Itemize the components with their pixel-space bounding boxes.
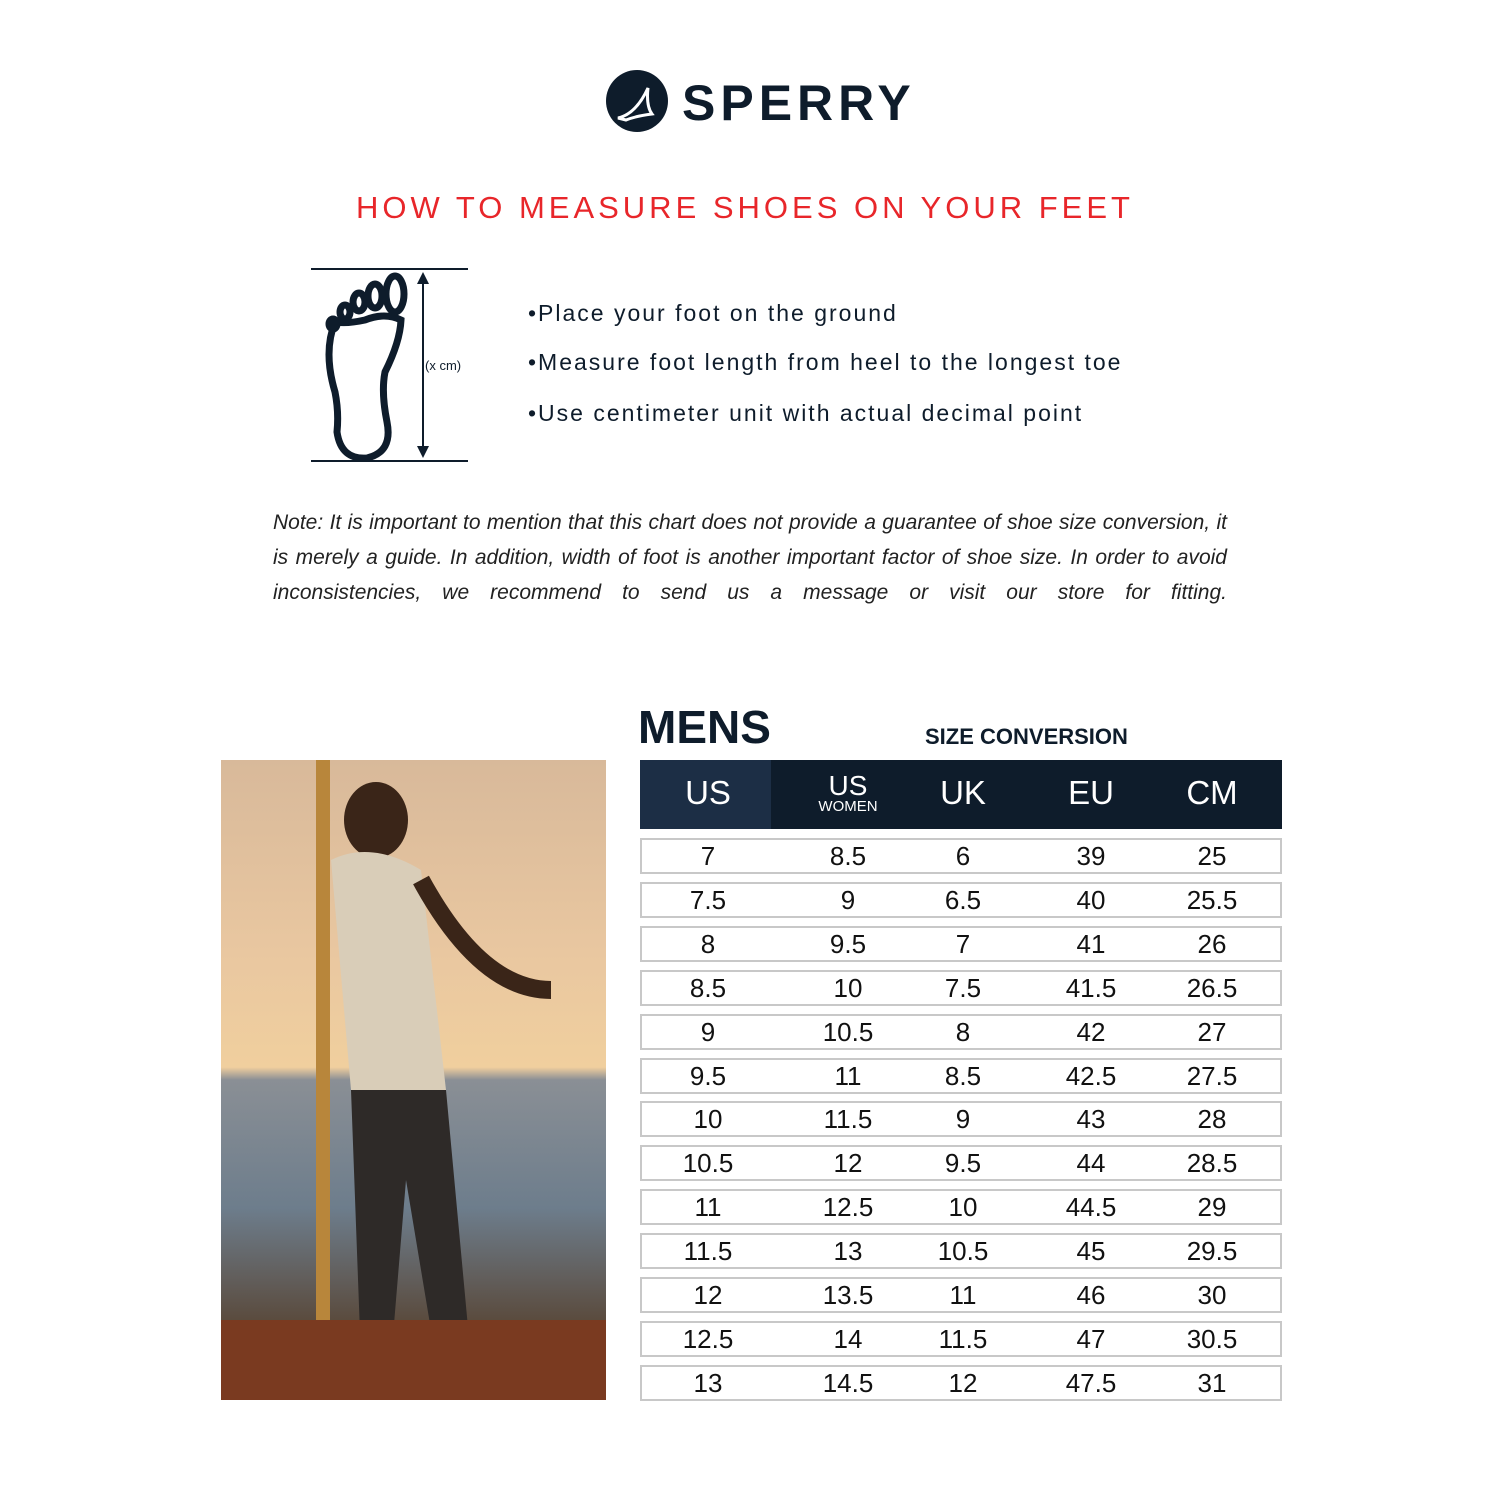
table-cell: 12 [693,1280,723,1310]
table-row: 10 11.5 9 43 28 [640,1101,1282,1138]
table-cell: 40 [1076,884,1106,915]
table-cell: 7 [955,928,971,959]
col-us: US [685,774,731,811]
table-row: 12.5 14 11.5 47 30.5 [640,1320,1282,1357]
table-cell: 6.5 [944,884,982,915]
table-cell: 41.5 [1065,972,1117,1003]
table-row: 7 8.5 6 39 25 [640,838,1282,874]
table-cell: 8.5 [689,972,727,1003]
table-cell: 12.5 [822,1192,874,1223]
table-row: 8 9.5 7 41 26 [640,925,1282,962]
table-row: 8.5 10 7.5 41.5 26.5 [640,969,1282,1006]
table-header: US US WOMEN UK EU CM [640,760,1282,829]
model-on-sailboat-photo [221,760,606,1400]
table-cell: 29 [1197,1192,1227,1223]
table-cell: 6 [955,841,971,871]
brand-name: SPERRY [682,75,916,131]
table-cell: 44.5 [1065,1192,1117,1223]
table-cell: 12 [833,1148,863,1179]
table-cell: 26 [1197,928,1227,959]
disclaimer-note: Note: It is important to mention that th… [273,511,1227,604]
table-cell: 27.5 [1186,1060,1238,1091]
table-cell: 10.5 [822,1016,874,1047]
table-cell: 11 [694,1192,722,1223]
table-cell: 8.5 [829,841,867,871]
table-cell: 11 [834,1060,862,1091]
col-uk: UK [940,774,986,811]
table-row: 9 10.5 8 42 27 [640,1013,1282,1050]
table-cell: 42.5 [1065,1060,1117,1091]
table-cell: 10 [693,1104,723,1135]
table-cell: 14.5 [822,1367,874,1398]
table-row: 9.5 11 8.5 42.5 27.5 [640,1057,1282,1094]
table-cell: 45 [1076,1236,1106,1267]
table-cell: 47.5 [1065,1367,1117,1398]
table-cell: 11.5 [823,1104,873,1135]
table-cell: 28 [1197,1104,1227,1135]
table-row: 12 13.5 11 46 30 [640,1277,1282,1313]
table-cell: 42 [1076,1016,1106,1047]
table-cell: 10 [948,1192,978,1223]
table-cell: 9.5 [944,1148,982,1179]
table-cell: 30.5 [1186,1323,1238,1354]
table-cell: 10.5 [937,1236,989,1267]
table-cell: 13.5 [822,1280,874,1310]
table-cell: 13 [833,1236,863,1267]
table-cell: 10.5 [682,1148,734,1179]
table-cell: 46 [1076,1280,1106,1310]
table-cell: 27 [1197,1016,1227,1047]
foot-icon [325,272,408,462]
step-2: •Measure foot length from heel to the lo… [528,349,1123,375]
table-cell: 31 [1197,1367,1227,1398]
table-cell: 8 [955,1016,971,1047]
table-cell: 25.5 [1186,884,1238,915]
table-cell: 13 [693,1367,723,1398]
table-cell: 11 [949,1280,977,1310]
table-row: 13 14.5 12 47.5 31 [640,1364,1282,1401]
table-subheading: SIZE CONVERSION [925,724,1128,749]
table-cell: 9.5 [689,1060,727,1091]
table-cell: 28.5 [1186,1148,1238,1179]
table-cell: 43 [1076,1104,1106,1135]
table-cell: 12.5 [682,1323,734,1354]
table-cell: 25 [1197,841,1227,871]
table-cell: 9 [700,1016,716,1047]
table-cell: 47 [1076,1323,1106,1354]
table-heading: MENS [638,701,771,753]
col-us-women: US WOMEN [818,770,878,815]
col-eu: EU [1068,774,1114,811]
table-cell: 11.5 [683,1236,733,1267]
table-cell: 9 [955,1104,971,1135]
table-cell: 7.5 [689,884,727,915]
table-row: 11.5 13 10.5 45 29.5 [640,1233,1282,1270]
table-cell: 14 [833,1323,863,1354]
foot-measure-diagram: (x cm) [311,268,468,462]
col-cm: CM [1186,774,1238,811]
page-title: HOW TO MEASURE SHOES ON YOUR FEET [356,190,1134,225]
table-cell: 8 [700,928,716,959]
table-row: 7.5 9 6.5 40 25.5 [640,881,1282,918]
table-cell: 11.5 [938,1323,988,1354]
table-cell: 26.5 [1186,972,1238,1003]
table-cell: 9.5 [829,928,867,959]
step-1: •Place your foot on the ground [528,300,898,326]
table-cell: 44 [1076,1148,1106,1179]
sperry-logo-icon [606,70,668,132]
table-cell: 12 [948,1367,978,1398]
table-cell: 7.5 [944,972,982,1003]
step-3: •Use centimeter unit with actual decimal… [528,400,1084,426]
table-cell: 7 [700,841,716,871]
table-cell: 39 [1076,841,1106,871]
table-cell: 10 [833,972,863,1003]
table-cell: 41 [1076,928,1106,959]
table-cell: 30 [1197,1280,1227,1310]
table-cell: 29.5 [1186,1236,1238,1267]
table-cell: 8.5 [944,1060,982,1091]
table-cell: 9 [840,884,856,915]
measure-label: (x cm) [425,358,461,373]
table-row: 11 12.5 10 44.5 29 [640,1189,1282,1226]
table-row: 10.5 12 9.5 44 28.5 [640,1145,1282,1182]
